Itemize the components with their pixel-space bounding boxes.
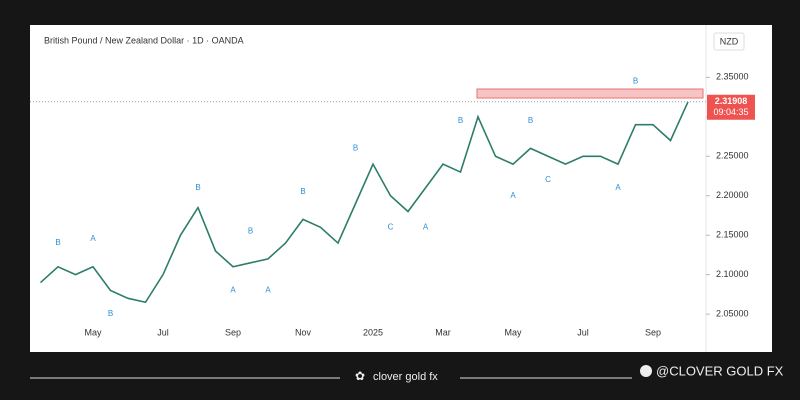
signal-label: B — [528, 116, 533, 125]
x-tick-label: Nov — [295, 327, 312, 337]
signal-label: A — [230, 286, 236, 295]
signal-label: A — [265, 286, 271, 295]
social-icon — [640, 365, 652, 377]
signal-label: B — [195, 183, 200, 192]
x-tick-label: Jul — [157, 327, 169, 337]
signal-label: A — [90, 234, 96, 243]
signal-label: C — [545, 175, 551, 184]
signal-label: C — [388, 222, 394, 231]
y-tick-label: 2.35000 — [716, 72, 749, 82]
x-tick-label: 2025 — [363, 327, 383, 337]
last-price-box — [707, 94, 755, 120]
countdown: 09:04:35 — [713, 107, 748, 117]
signal-label: A — [423, 222, 429, 231]
x-tick-label: Jul — [577, 327, 589, 337]
last-price: 2.31908 — [715, 96, 748, 106]
brand-icon: ✿ — [355, 369, 365, 383]
signal-label: B — [353, 143, 358, 152]
x-tick-label: May — [504, 327, 522, 337]
signal-label: B — [458, 116, 463, 125]
x-tick-label: May — [84, 327, 102, 337]
brand: clover gold fx — [373, 371, 438, 383]
signal-label: B — [300, 187, 305, 196]
resistance-zone — [476, 88, 704, 99]
y-tick-label: 2.20000 — [716, 190, 749, 200]
x-tick-label: Mar — [435, 327, 451, 337]
x-tick-label: Sep — [225, 327, 241, 337]
chart-panel — [30, 25, 772, 352]
chart-title: British Pound / New Zealand Dollar · 1D … — [44, 35, 244, 45]
x-tick-label: Sep — [645, 327, 661, 337]
currency-box — [713, 32, 745, 51]
signal-label: B — [55, 238, 60, 247]
signal-label: A — [510, 191, 516, 200]
y-tick-label: 2.25000 — [716, 151, 749, 161]
signal-label: A — [615, 183, 621, 192]
handle: @CLOVER GOLD FX — [656, 363, 784, 378]
signal-label: B — [633, 76, 638, 85]
price-line — [39, 101, 689, 304]
y-tick-label: 2.05000 — [716, 308, 749, 318]
y-tick-label: 2.10000 — [716, 269, 749, 279]
y-tick-label: 2.15000 — [716, 230, 749, 240]
currency: NZD — [720, 36, 739, 46]
signal-label: B — [108, 309, 113, 318]
signal-label: B — [248, 226, 253, 235]
